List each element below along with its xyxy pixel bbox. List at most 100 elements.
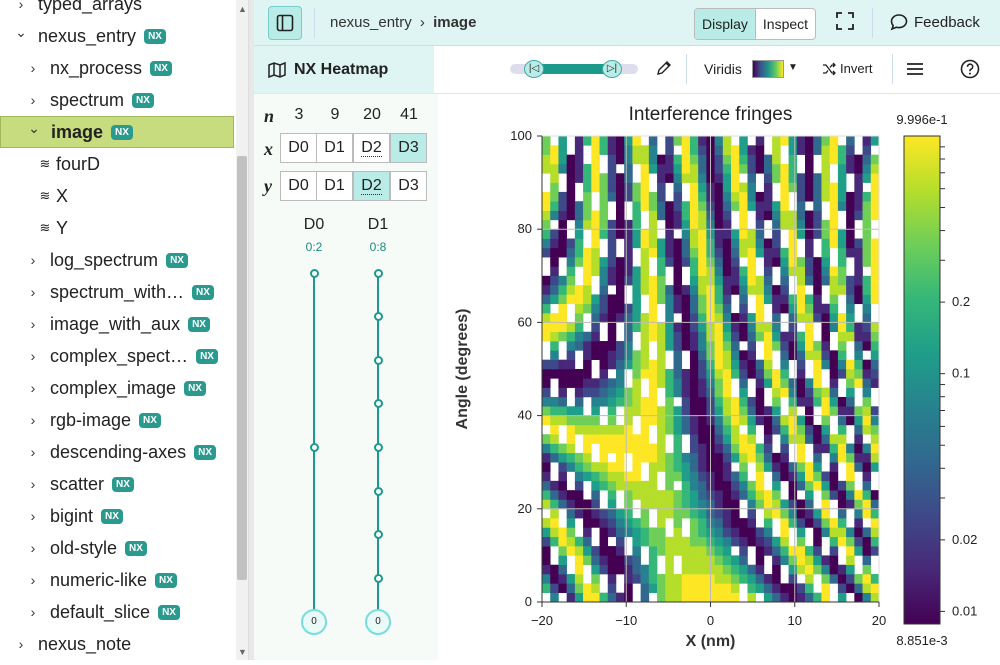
y-axis-d3-button[interactable]: D3: [390, 171, 427, 201]
heatmap-cell: [689, 499, 699, 510]
heatmap-cell: [854, 443, 863, 454]
colormap-label[interactable]: Viridis: [704, 61, 742, 77]
tree-item-rgb-image[interactable]: › rgb-image NX: [0, 404, 234, 436]
slicer-d1-thumb[interactable]: 0: [365, 609, 391, 635]
heatmap-cell: [673, 378, 683, 388]
tree-item-complex-spect-[interactable]: › complex_spect… NX: [0, 340, 234, 372]
tree-item-y[interactable]: ≋ Y: [0, 212, 234, 244]
menu-button[interactable]: [906, 60, 924, 83]
tree-item-typed-arrays[interactable]: › typed_arrays: [0, 0, 234, 20]
heatmap-cell: [640, 490, 650, 500]
heatmap-cell: [648, 201, 658, 211]
heatmap-cell: [665, 574, 674, 584]
heatmap-cell: [780, 424, 789, 435]
heatmap-cell: [714, 574, 724, 584]
x-axis-d3-button[interactable]: D3: [390, 133, 427, 163]
heatmap-cell: [813, 434, 822, 444]
heatmap-cell: [788, 154, 798, 165]
tree-item-nx-process[interactable]: › nx_process NX: [0, 52, 234, 84]
heatmap-cell: [796, 583, 806, 593]
edit-domain-button[interactable]: [656, 60, 672, 81]
chevron-right-icon: ›: [30, 252, 36, 268]
tree-item-spectrum[interactable]: › spectrum NX: [0, 84, 234, 116]
tree-item-default-slice[interactable]: › default_slice NX: [0, 596, 234, 628]
domain-slider-min-thumb[interactable]: |◁: [524, 60, 544, 78]
y-axis-d2-button[interactable]: D2: [353, 171, 390, 201]
heatmap-cell: [772, 378, 781, 388]
heatmap-cell: [854, 210, 863, 221]
heatmap-cell: [657, 350, 666, 360]
heatmap-cell: [731, 238, 740, 249]
inspect-button[interactable]: Inspect: [754, 9, 815, 39]
heatmap-cell: [591, 257, 600, 267]
colormap-swatch[interactable]: [752, 60, 784, 78]
heatmap-cell: [862, 415, 872, 426]
tree-item-complex-image[interactable]: › complex_image NX: [0, 372, 234, 404]
domain-slider-max-thumb[interactable]: ▷|: [602, 60, 622, 78]
heatmap-cell: [763, 443, 773, 454]
tree-item-numeric-like[interactable]: › numeric-like NX: [0, 564, 234, 596]
sidebar-toggle-button[interactable]: [268, 6, 302, 40]
breadcrumb-parent[interactable]: nexus_entry: [330, 14, 412, 31]
heatmap-cell: [689, 527, 699, 538]
feedback-button[interactable]: Feedback: [890, 13, 980, 31]
heatmap-cell: [837, 564, 847, 575]
tree-item-image[interactable]: ⌄ image NX: [0, 116, 234, 148]
heatmap-cell: [698, 331, 707, 342]
tree-item-spectrum-with-[interactable]: › spectrum_with… NX: [0, 276, 234, 308]
heatmap-cell: [698, 592, 707, 603]
tree-item-image-with-aux[interactable]: › image_with_aux NX: [0, 308, 234, 340]
heatmap-cell: [657, 201, 666, 211]
tree-item-old-style[interactable]: › old-style NX: [0, 532, 234, 564]
vis-tab-nx-heatmap[interactable]: NX Heatmap: [254, 46, 434, 93]
tree-item-nexus-note[interactable]: › nexus_note: [0, 628, 234, 660]
heatmap-cell: [648, 378, 658, 388]
heatmap-cell: [591, 341, 600, 351]
heatmap-cell: [542, 536, 551, 547]
tree-item-scatter[interactable]: › scatter NX: [0, 468, 234, 500]
heatmap-cell: [583, 136, 592, 146]
heatmap-cell: [870, 359, 880, 370]
heatmap-cell: [615, 378, 625, 388]
tree-item-x[interactable]: ≋ X: [0, 180, 234, 212]
vis-tab-label: NX Heatmap: [294, 60, 389, 78]
tree-item-fourd[interactable]: ≋ fourD: [0, 148, 234, 180]
invert-button[interactable]: Invert: [822, 61, 873, 76]
heatmap-cell: [607, 145, 617, 155]
heatmap-cell: [854, 452, 863, 463]
display-button[interactable]: Display: [695, 9, 755, 39]
scroll-down-icon[interactable]: ▼: [238, 647, 247, 657]
chevron-down-icon[interactable]: ▼: [788, 62, 798, 73]
heatmap-cell: [805, 331, 814, 342]
sidebar-scrollbar-thumb[interactable]: [237, 156, 247, 580]
heatmap-cell: [657, 341, 666, 351]
x-axis-d1-button[interactable]: D1: [316, 133, 353, 163]
heatmap-cell: [796, 275, 806, 286]
scroll-up-icon[interactable]: ▲: [238, 4, 247, 14]
y-axis-d0-button[interactable]: D0: [280, 171, 317, 201]
tree-item-log-spectrum[interactable]: › log_spectrum NX: [0, 244, 234, 276]
fullscreen-icon: [836, 12, 854, 30]
heatmap-cell: [755, 191, 765, 202]
heatmap-cell: [542, 294, 551, 305]
heatmap-cell: [550, 229, 559, 239]
panel-divider[interactable]: [248, 0, 254, 660]
x-axis-d0-button[interactable]: D0: [280, 133, 317, 163]
tree-item-label: typed_arrays: [38, 0, 143, 14]
help-button[interactable]: [960, 59, 980, 84]
tree-item-nexus-entry[interactable]: ⌄ nexus_entry NX: [0, 20, 234, 52]
heatmap-cell: [788, 415, 798, 426]
heatmap-cell: [780, 546, 789, 556]
x-axis-d2-button[interactable]: D2: [353, 133, 390, 163]
tree-item-bigint[interactable]: › bigint NX: [0, 500, 234, 532]
tree-item-descending-axes[interactable]: › descending-axes NX: [0, 436, 234, 468]
y-axis-d1-button[interactable]: D1: [316, 171, 353, 201]
heatmap-cell: [870, 462, 880, 472]
heatmap-cell: [698, 163, 707, 174]
heatmap-cell: [739, 396, 748, 407]
slicer-step-mark: [373, 312, 383, 322]
nx-badge: NX: [150, 60, 172, 76]
slicer-d0-thumb[interactable]: 0: [301, 609, 327, 635]
fullscreen-button[interactable]: [836, 12, 854, 35]
heatmap-cell: [772, 173, 781, 183]
